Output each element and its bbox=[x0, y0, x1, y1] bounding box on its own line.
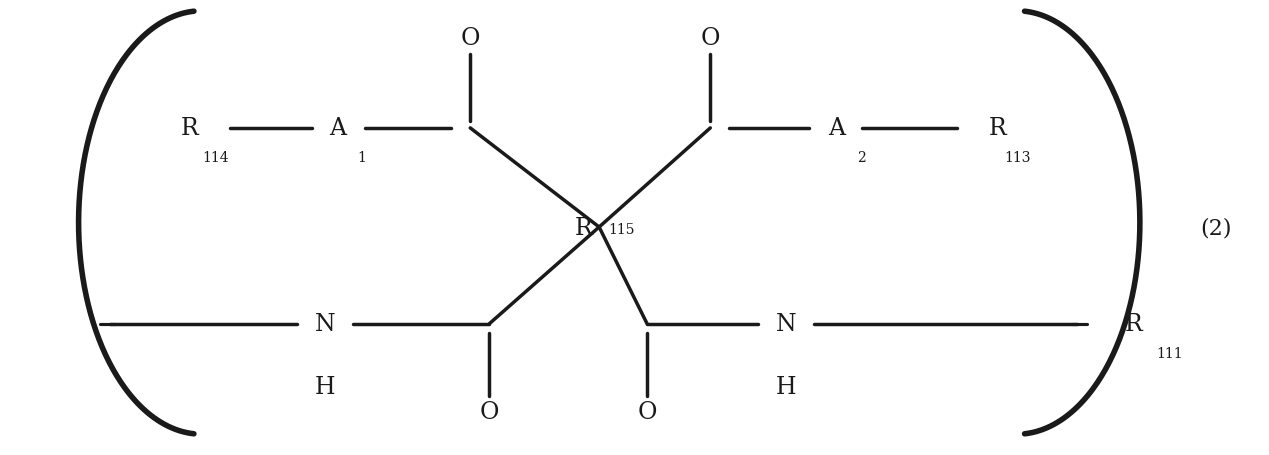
Text: H: H bbox=[775, 375, 797, 399]
Text: 2: 2 bbox=[857, 151, 865, 165]
Text: R: R bbox=[181, 117, 199, 140]
Text: 111: 111 bbox=[1156, 346, 1183, 360]
Text: R: R bbox=[575, 216, 593, 239]
Text: (2): (2) bbox=[1200, 217, 1231, 238]
Text: 113: 113 bbox=[1005, 151, 1032, 165]
Text: R: R bbox=[1124, 313, 1142, 336]
Text: N: N bbox=[775, 313, 797, 336]
Text: O: O bbox=[461, 27, 480, 50]
Text: H: H bbox=[315, 375, 335, 399]
Text: O: O bbox=[700, 27, 720, 50]
Text: 114: 114 bbox=[202, 151, 228, 165]
Text: 115: 115 bbox=[608, 223, 634, 237]
Text: 1: 1 bbox=[358, 151, 367, 165]
Text: R: R bbox=[989, 117, 1006, 140]
Text: A: A bbox=[829, 117, 845, 140]
Text: N: N bbox=[315, 313, 335, 336]
Text: O: O bbox=[637, 400, 657, 423]
Text: A: A bbox=[329, 117, 346, 140]
Text: O: O bbox=[480, 400, 499, 423]
